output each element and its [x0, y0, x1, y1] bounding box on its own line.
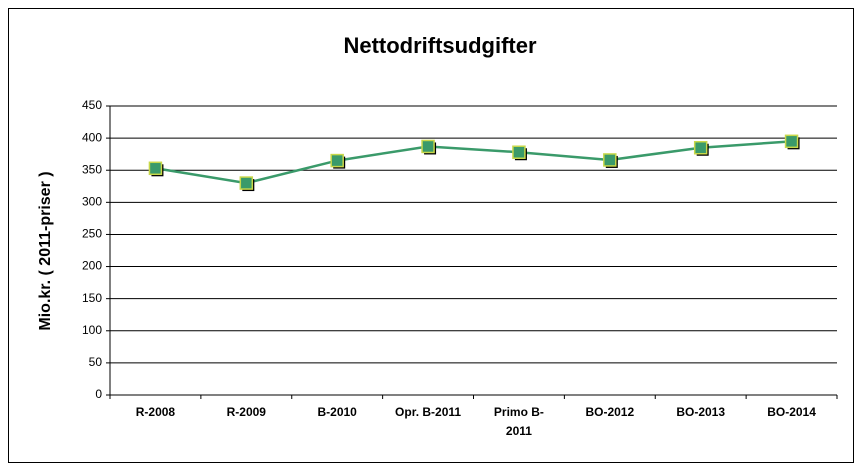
- x-tick-label: B-2010: [317, 405, 357, 419]
- y-tick-label: 400: [82, 130, 102, 144]
- chart-border: [8, 8, 854, 463]
- y-tick-label: 250: [82, 227, 102, 241]
- marker: [603, 153, 617, 167]
- series-line: [155, 140, 792, 185]
- x-tick-label: BO-2013: [676, 405, 726, 419]
- marker: [421, 139, 435, 154]
- x-tick-label: BO-2012: [585, 405, 635, 419]
- marker: [512, 145, 526, 159]
- y-tick-label: 350: [82, 162, 102, 176]
- marker: [148, 161, 163, 176]
- x-tick-label: Opr. B-2011: [395, 405, 462, 419]
- marker: [330, 153, 344, 168]
- y-tick-label: 200: [82, 259, 102, 273]
- y-axis-label: Mio.kr. ( 2011-priser ): [37, 171, 54, 330]
- x-tick-label: R-2008: [135, 405, 176, 419]
- y-tick-label: 450: [82, 98, 102, 112]
- marker: [693, 140, 708, 155]
- y-tick-label: 100: [82, 323, 102, 337]
- x-tick-label: BO-2014: [767, 405, 816, 419]
- y-tick-label: 300: [82, 195, 102, 209]
- marker: [239, 176, 254, 190]
- y-tick-label: 50: [89, 355, 103, 369]
- marker: [784, 134, 799, 149]
- y-tick-label: 0: [95, 387, 102, 401]
- x-tick-label: R-2009: [226, 405, 266, 419]
- x-tick-label: Primo B-2011: [493, 405, 544, 438]
- y-tick-label: 150: [82, 291, 102, 305]
- chart-title: Nettodriftsudgifter: [343, 33, 537, 58]
